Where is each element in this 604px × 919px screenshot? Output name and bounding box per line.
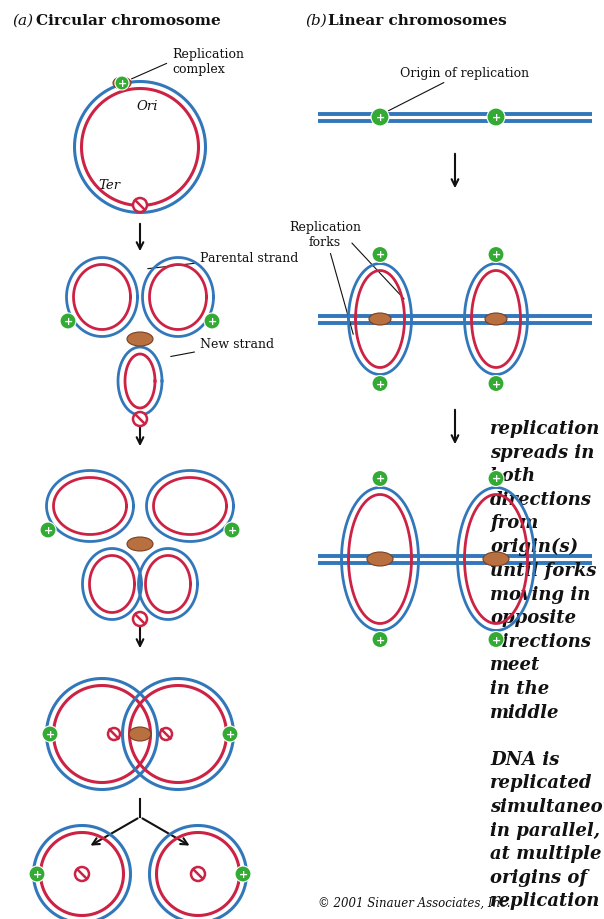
Text: +: +	[45, 729, 54, 739]
Text: New strand: New strand	[171, 338, 274, 357]
Text: Linear chromosomes: Linear chromosomes	[328, 14, 507, 28]
Circle shape	[29, 866, 45, 882]
Circle shape	[40, 522, 56, 539]
Circle shape	[488, 376, 504, 392]
Text: +: +	[492, 250, 501, 260]
Circle shape	[372, 247, 388, 263]
Text: Parental strand: Parental strand	[148, 251, 298, 269]
Text: +: +	[207, 317, 217, 326]
Ellipse shape	[127, 538, 153, 551]
Ellipse shape	[367, 552, 393, 566]
Text: © 2001 Sinauer Associates, Inc.: © 2001 Sinauer Associates, Inc.	[318, 896, 510, 909]
Text: +: +	[492, 379, 501, 389]
Circle shape	[372, 471, 388, 487]
Circle shape	[372, 632, 388, 648]
Circle shape	[487, 108, 505, 127]
Circle shape	[160, 728, 172, 740]
Circle shape	[60, 313, 76, 330]
Text: +: +	[375, 474, 385, 484]
Ellipse shape	[127, 333, 153, 346]
Text: +: +	[492, 635, 501, 645]
Circle shape	[191, 867, 205, 881]
Circle shape	[204, 313, 220, 330]
Text: +: +	[492, 474, 501, 484]
Text: +: +	[33, 869, 42, 879]
Text: Ter: Ter	[98, 179, 120, 192]
Text: +: +	[492, 113, 501, 123]
Text: +: +	[225, 729, 234, 739]
Text: +: +	[375, 113, 385, 123]
Circle shape	[75, 867, 89, 881]
Text: Origin of replication: Origin of replication	[388, 66, 529, 111]
Circle shape	[108, 728, 120, 740]
Ellipse shape	[129, 727, 151, 742]
Text: +: +	[43, 526, 53, 536]
Circle shape	[133, 199, 147, 213]
Circle shape	[235, 866, 251, 882]
Circle shape	[488, 247, 504, 263]
Text: +: +	[63, 317, 72, 326]
Text: Circular chromosome: Circular chromosome	[36, 14, 220, 28]
Text: Ori: Ori	[136, 100, 158, 113]
Ellipse shape	[485, 313, 507, 325]
Text: (a): (a)	[12, 14, 33, 28]
Ellipse shape	[113, 78, 131, 90]
Circle shape	[42, 726, 58, 743]
Text: +: +	[117, 79, 127, 89]
Circle shape	[488, 471, 504, 487]
Circle shape	[488, 632, 504, 648]
Text: +: +	[375, 250, 385, 260]
Circle shape	[224, 522, 240, 539]
Text: (b): (b)	[305, 14, 327, 28]
Circle shape	[115, 77, 129, 91]
Text: +: +	[239, 869, 248, 879]
Text: Replication
forks: Replication forks	[289, 221, 361, 335]
Circle shape	[371, 108, 389, 127]
Circle shape	[133, 413, 147, 426]
Circle shape	[372, 376, 388, 392]
Text: +: +	[375, 635, 385, 645]
Text: Replication
complex: Replication complex	[132, 48, 244, 80]
Ellipse shape	[483, 552, 509, 566]
Text: +: +	[375, 379, 385, 389]
Circle shape	[222, 726, 238, 743]
Text: replication spreads in both
directions from origin(s)
until forks moving in
oppo: replication spreads in both directions f…	[490, 420, 604, 910]
Circle shape	[133, 612, 147, 627]
Text: +: +	[227, 526, 237, 536]
Ellipse shape	[369, 313, 391, 325]
